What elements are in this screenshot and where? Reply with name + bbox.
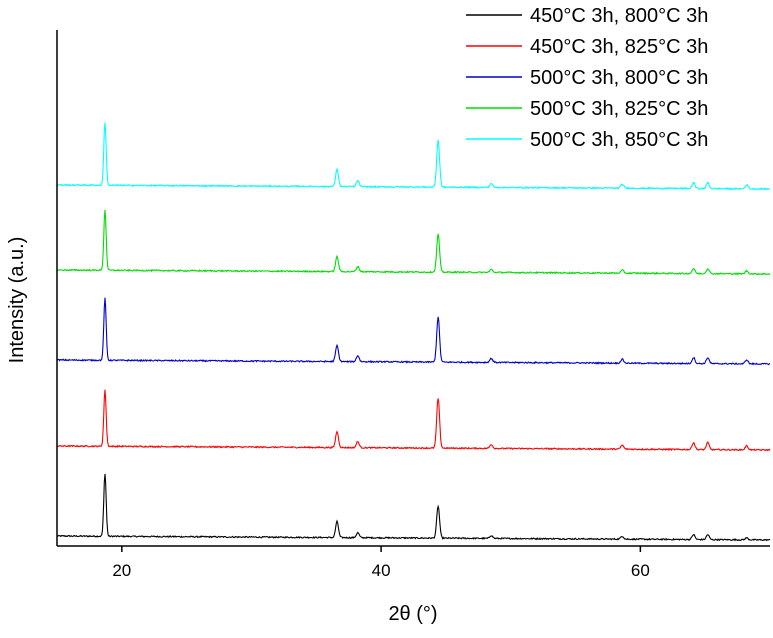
series-layer <box>56 122 771 542</box>
series-line-5 <box>56 122 770 191</box>
x-tick-label: 60 <box>631 561 650 580</box>
x-tick-label: 20 <box>112 561 131 580</box>
legend-label-5: 500°C 3h, 850°C 3h <box>530 129 708 151</box>
legend: 450°C 3h, 800°C 3h 450°C 3h, 825°C 3h 500°… <box>466 5 708 151</box>
legend-label-3: 500°C 3h, 800°C 3h <box>530 67 708 89</box>
y-axis-label: Intensity (a.u.) <box>6 237 28 364</box>
series-line-2 <box>56 389 771 452</box>
x-tick-label: 40 <box>372 561 391 580</box>
series-line-4 <box>56 209 771 276</box>
series-line-1 <box>56 473 771 542</box>
legend-label-4: 500°C 3h, 825°C 3h <box>530 98 708 120</box>
x-axis-label: 2θ (°) <box>388 603 437 625</box>
tick-layer: 20 40 60 <box>112 546 650 580</box>
legend-label-1: 450°C 3h, 800°C 3h <box>530 5 708 27</box>
legend-label-2: 450°C 3h, 825°C 3h <box>530 36 708 58</box>
axes <box>56 30 770 547</box>
series-line-3 <box>56 297 770 366</box>
